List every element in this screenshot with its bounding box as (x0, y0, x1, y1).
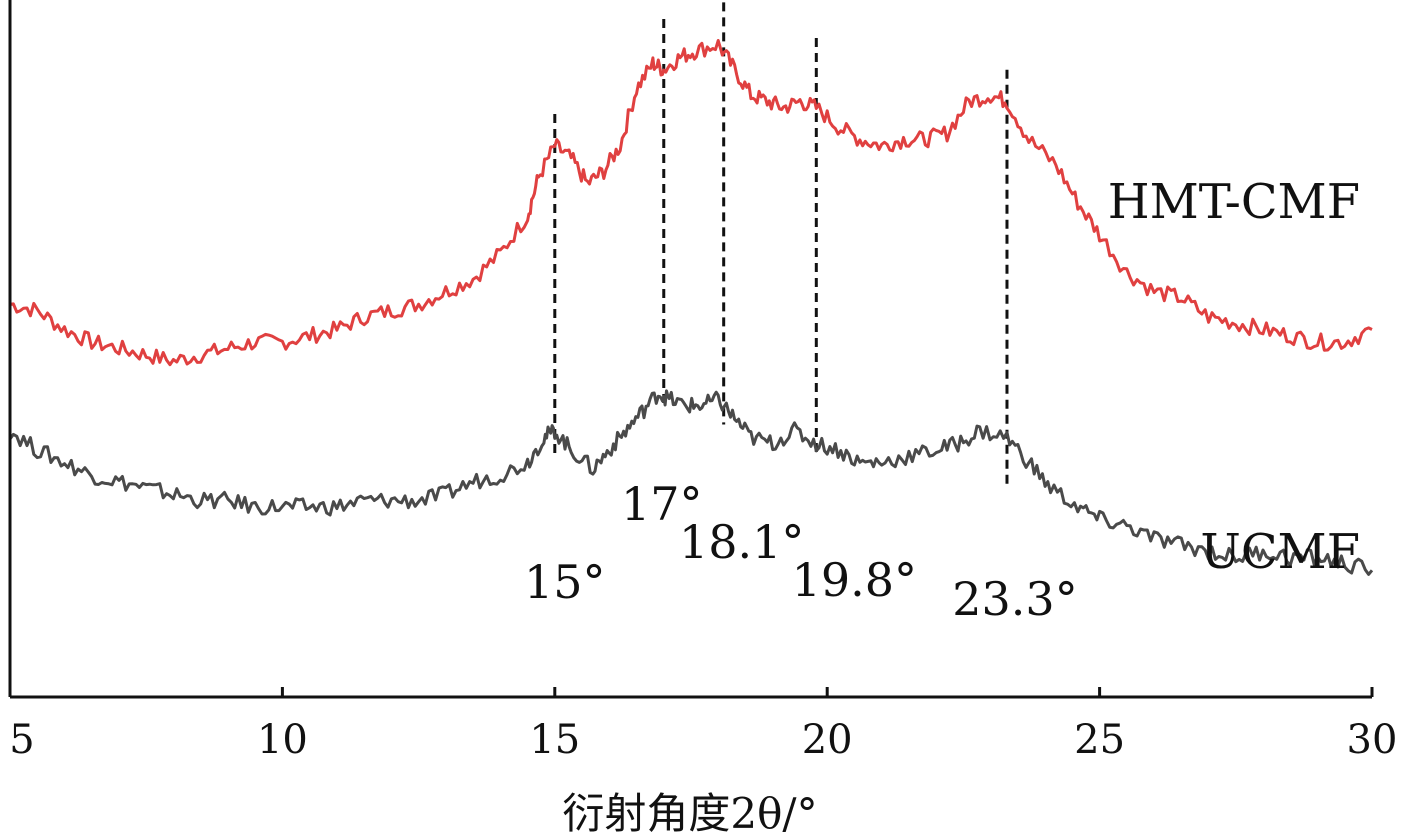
peak-label-5: 23.3° (952, 572, 1077, 626)
x-tick-label-5: 5 (9, 717, 34, 763)
x-tick-label-10: 10 (257, 717, 308, 763)
x-tick-label-20: 20 (802, 717, 853, 763)
series-label-ucmf: UCMF (1200, 524, 1360, 580)
peak-label-2: 17° (621, 477, 703, 531)
peak-label-4: 19.8° (792, 553, 917, 607)
peak-label-3: 18.1° (679, 515, 804, 569)
series-lines (8, 39, 1374, 576)
chart-labels: HMT-CMF UCMF 15° 17°18.1°19.8° 23.3° (524, 174, 1360, 626)
x-tick-label-25: 25 (1074, 717, 1125, 763)
x-tick-label-30: 30 (1347, 717, 1398, 763)
x-ticks: 5 10 15 20 25 30 (8, 687, 1398, 763)
x-tick-label-15: 15 (529, 717, 580, 763)
series-label-hmt-cmf: HMT-CMF (1108, 174, 1360, 230)
peak-markers (553, 0, 1009, 488)
series-line-ucmf (8, 389, 1374, 576)
axes (8, 0, 1372, 699)
peak-label-1: 15° (524, 555, 606, 609)
x-axis-title: 衍射角度2θ/° (562, 789, 817, 838)
series-line-hmt-cmf (9, 39, 1373, 367)
